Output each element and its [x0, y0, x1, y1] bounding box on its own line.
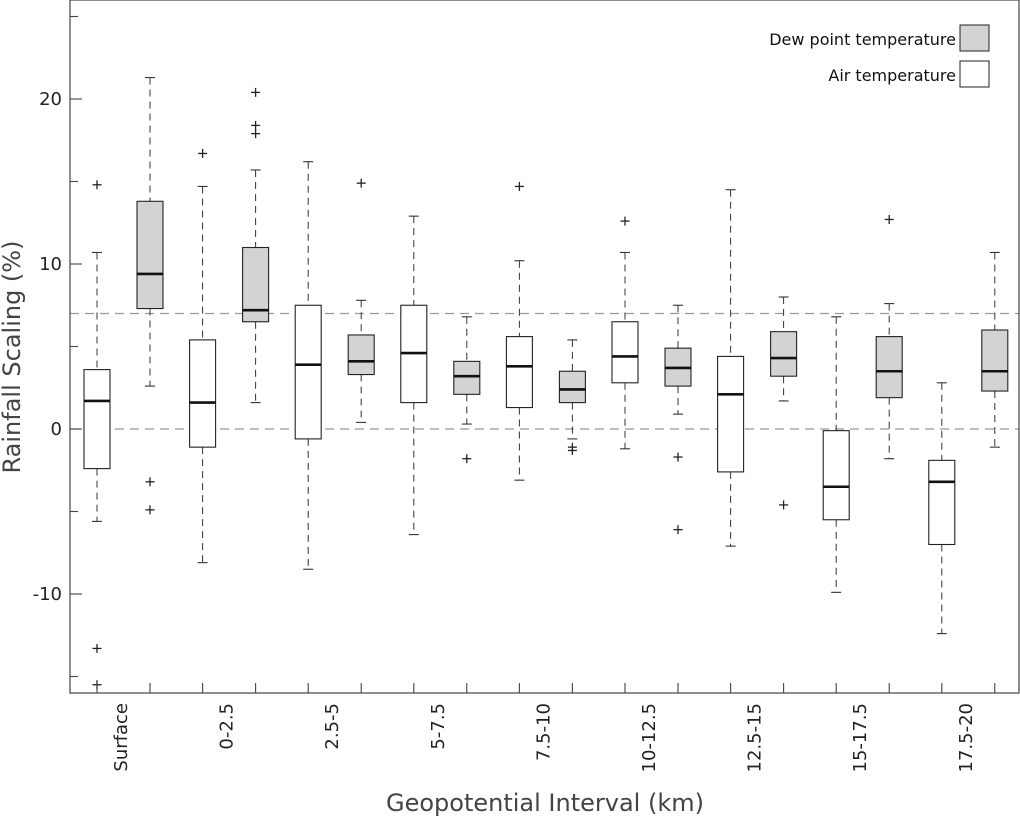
outlier-point [251, 87, 261, 97]
x-tick-label: 15-17.5 [850, 703, 871, 772]
outlier-point [514, 181, 524, 191]
legend-item-dew-point: Dew point temperature [769, 24, 990, 52]
x-axis-title: Geopotential Interval (km) [386, 789, 704, 817]
outlier-point [92, 180, 102, 190]
legend-label-dew-point: Dew point temperature [769, 30, 956, 49]
box-dew-point [770, 296, 798, 510]
box-plot-boxes [83, 77, 1009, 690]
box-iqr [83, 369, 111, 470]
box-air-temperature [928, 382, 956, 635]
box-iqr [822, 430, 850, 521]
outlier-point [251, 129, 261, 139]
reference-lines [70, 312, 1019, 430]
box-iqr [505, 336, 533, 409]
box-iqr [453, 360, 481, 395]
box-dew-point [981, 251, 1009, 448]
y-axis-title: Rainfall Scaling (%) [0, 241, 26, 474]
box-iqr [189, 339, 217, 448]
outlier-point [251, 120, 261, 130]
y-axis: -10 0 10 20 [33, 15, 82, 678]
outlier-point [884, 214, 894, 224]
box-air-temperature [611, 216, 639, 450]
legend-swatch-dew-point [959, 24, 990, 52]
box-air-temperature [505, 181, 533, 481]
box-air-temperature [294, 161, 322, 570]
box-air-temperature [717, 189, 745, 547]
x-tick-label: 10-12.5 [639, 703, 660, 772]
outlier-point [462, 454, 472, 464]
box-dew-point [242, 87, 270, 404]
box-iqr [294, 304, 322, 440]
box-dew-point [453, 316, 481, 464]
x-tick-label: 5-7.5 [428, 703, 449, 750]
box-iqr [611, 321, 639, 384]
outlier-point [673, 452, 683, 462]
x-axis: Surface 0-2.5 2.5-5 5-7.5 7.5-10 10-12.5 12.5-… [96, 683, 996, 772]
outlier-point [779, 500, 789, 510]
outlier-point [92, 643, 102, 653]
box-iqr [875, 336, 903, 399]
legend: Dew point temperature Air temperature [769, 24, 990, 88]
box-iqr [136, 200, 164, 310]
outlier-point [145, 477, 155, 487]
box-iqr [347, 334, 375, 376]
outlier-point [567, 445, 577, 455]
y-tick-label: 10 [39, 254, 62, 275]
box-dew-point [875, 214, 903, 460]
box-iqr [558, 370, 586, 404]
box-air-temperature [189, 148, 217, 564]
box-iqr [928, 459, 956, 546]
box-dew-point [664, 304, 692, 535]
x-tick-label: 12.5-15 [745, 703, 766, 772]
legend-item-air-temperature: Air temperature [828, 60, 990, 88]
box-air-temperature [83, 180, 111, 690]
box-iqr [717, 355, 745, 473]
box-air-temperature [822, 316, 850, 593]
box-air-temperature [400, 215, 428, 536]
legend-label-air-temperature: Air temperature [828, 66, 956, 85]
box-dew-point [558, 339, 586, 455]
x-tick-label: 2.5-5 [322, 703, 343, 750]
box-iqr [981, 329, 1009, 392]
legend-swatch-air-temperature [959, 60, 990, 88]
box-dew-point [136, 77, 164, 515]
x-tick-label: Surface [111, 703, 132, 772]
outlier-point [673, 525, 683, 535]
outlier-point [145, 505, 155, 515]
x-tick-label: 7.5-10 [533, 703, 554, 761]
y-tick-label: 0 [51, 419, 62, 440]
box-iqr [770, 331, 798, 377]
outlier-point [356, 178, 366, 188]
box-dew-point [347, 178, 375, 423]
outlier-point [620, 216, 630, 226]
y-tick-label: 20 [39, 89, 62, 110]
x-tick-label: 17.5-20 [956, 703, 977, 772]
x-tick-label: 0-2.5 [217, 703, 238, 750]
y-tick-label: -10 [33, 584, 62, 605]
outlier-point [198, 148, 208, 158]
